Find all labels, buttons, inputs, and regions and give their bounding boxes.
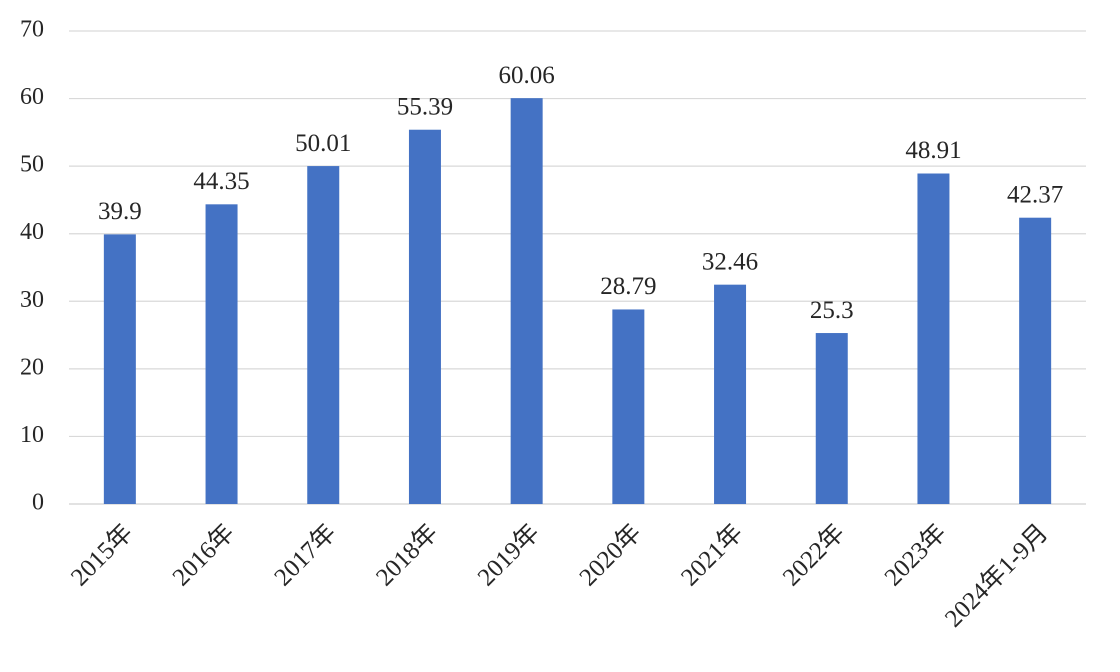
y-tick-label: 70 — [20, 17, 44, 43]
data-labels: 39.9 44.35 50.01 55.39 60.06 28.79 32.46 25.3 48… — [98, 62, 1063, 324]
x-tick-label: 2022年 — [777, 518, 850, 591]
data-label: 55.39 — [397, 93, 453, 120]
x-tick-label: 2017年 — [269, 518, 342, 591]
y-tick-label: 60 — [20, 84, 44, 110]
x-tick-label: 2021年 — [676, 518, 749, 591]
data-label: 25.3 — [810, 297, 854, 324]
data-label: 39.9 — [98, 198, 142, 225]
x-tick-label: 2020年 — [574, 518, 647, 591]
bar — [1019, 217, 1052, 504]
bar — [103, 234, 136, 504]
data-label: 48.91 — [905, 137, 961, 164]
grid-lines — [69, 30, 1086, 505]
data-label: 42.37 — [1007, 181, 1063, 208]
data-label: 50.01 — [295, 130, 351, 157]
y-axis-labels: 0 10 20 30 40 50 60 70 — [20, 17, 44, 516]
x-tick-label: 2018年 — [370, 518, 443, 591]
x-axis-labels: 2015年 2016年 2017年 2018年 2019年 2020年 2021年 2022年… — [65, 518, 1053, 632]
bar — [612, 309, 645, 504]
x-tick-label: 2015年 — [65, 518, 138, 591]
y-tick-label: 30 — [20, 287, 44, 313]
data-label: 60.06 — [499, 62, 555, 89]
bar — [307, 166, 340, 504]
y-tick-label: 0 — [32, 490, 44, 516]
bar — [510, 98, 543, 504]
x-tick-label: 2023年 — [879, 518, 952, 591]
bar — [408, 129, 441, 504]
x-tick-label: 2024年1-9月 — [939, 518, 1053, 632]
data-label: 28.79 — [600, 273, 656, 300]
x-tick-label: 2016年 — [167, 518, 240, 591]
bar — [815, 333, 848, 504]
y-tick-label: 20 — [20, 354, 44, 380]
data-label: 32.46 — [702, 248, 758, 275]
bars — [103, 98, 1052, 504]
bar — [917, 173, 950, 504]
x-tick-label: 2019年 — [472, 518, 545, 591]
y-tick-label: 10 — [20, 422, 44, 448]
bar — [714, 284, 747, 504]
data-label: 44.35 — [193, 168, 249, 195]
y-tick-label: 40 — [20, 219, 44, 245]
bar — [205, 204, 238, 504]
y-tick-label: 50 — [20, 152, 44, 178]
